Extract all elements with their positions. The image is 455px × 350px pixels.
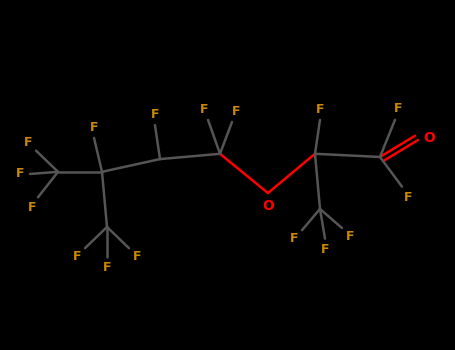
Text: F: F (316, 103, 324, 116)
Text: F: F (90, 121, 98, 134)
Text: F: F (200, 103, 208, 116)
Text: F: F (103, 261, 111, 274)
Text: F: F (24, 135, 32, 149)
Text: F: F (16, 167, 24, 181)
Text: O: O (262, 199, 274, 213)
Text: F: F (151, 108, 159, 121)
Text: F: F (394, 102, 402, 115)
Text: F: F (28, 201, 36, 215)
Text: F: F (290, 232, 298, 245)
Text: F: F (404, 191, 412, 204)
Text: F: F (133, 250, 141, 263)
Text: F: F (346, 230, 354, 243)
Text: O: O (423, 131, 435, 145)
Text: F: F (232, 105, 240, 118)
Text: F: F (73, 250, 81, 263)
Text: F: F (321, 243, 329, 256)
